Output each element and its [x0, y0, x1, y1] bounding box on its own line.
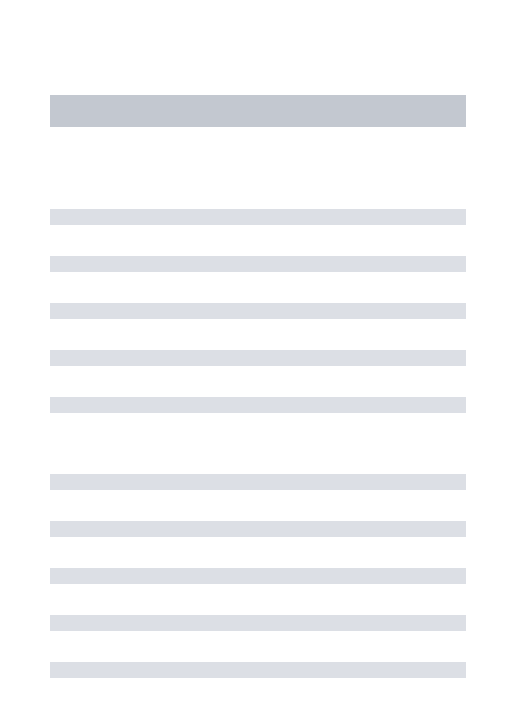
- text-line-placeholder: [50, 521, 466, 537]
- text-line-placeholder: [50, 256, 466, 272]
- document-skeleton: [0, 0, 516, 713]
- text-line-placeholder: [50, 303, 466, 319]
- text-line-placeholder: [50, 474, 466, 490]
- text-line-placeholder: [50, 350, 466, 366]
- header-placeholder: [50, 95, 466, 127]
- text-line-placeholder: [50, 397, 466, 413]
- text-line-placeholder: [50, 662, 466, 678]
- text-line-placeholder: [50, 209, 466, 225]
- text-line-placeholder: [50, 615, 466, 631]
- text-line-placeholder: [50, 568, 466, 584]
- section-separator: [50, 444, 466, 474]
